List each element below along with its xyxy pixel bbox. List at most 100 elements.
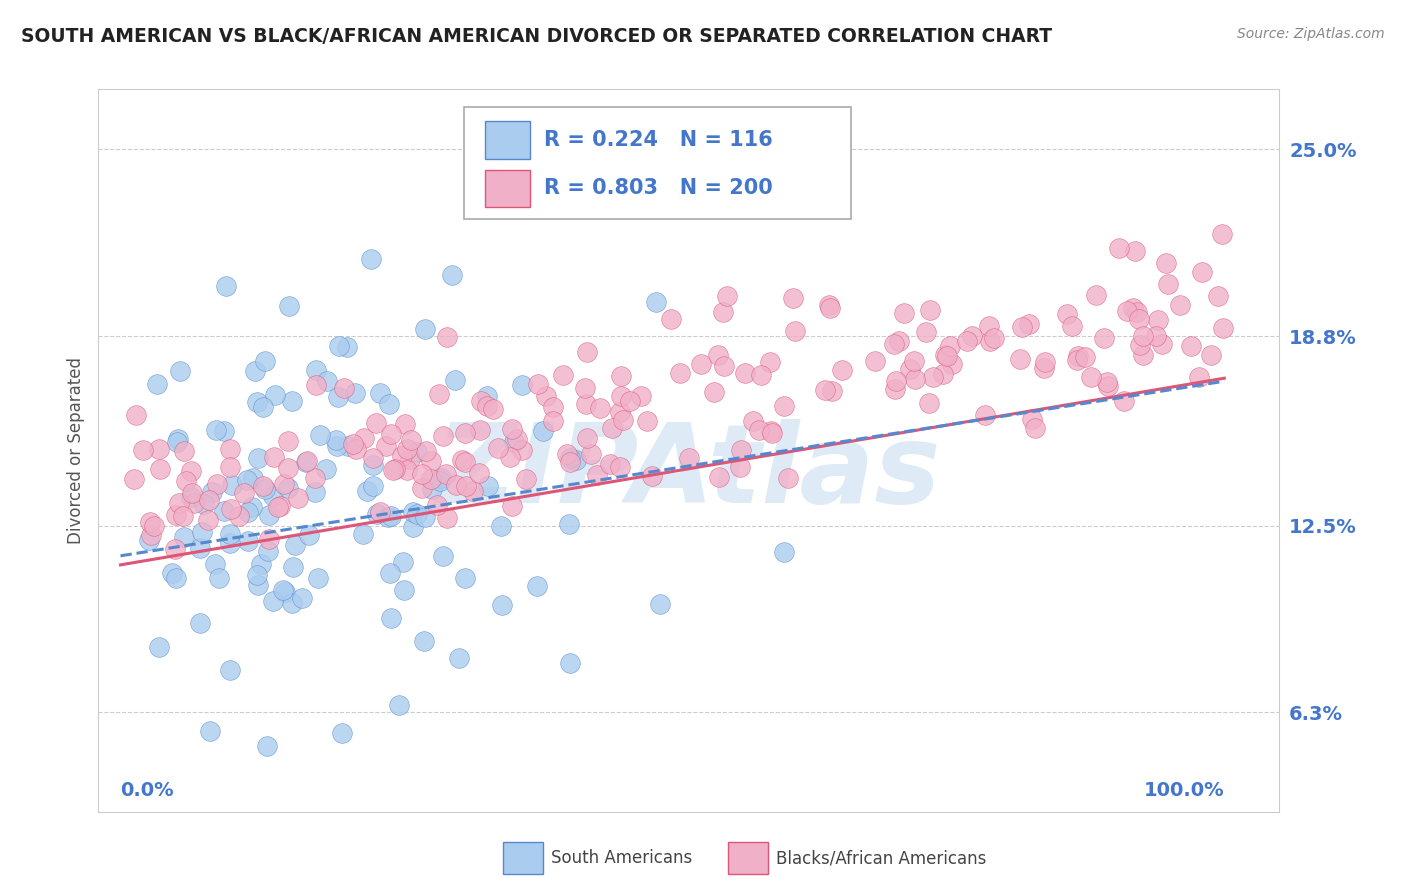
Point [1095, 375, 1118, 389]
Point [173, 444, 195, 458]
Point [356, 483, 378, 498]
Point [380, 611, 402, 625]
Point [865, 353, 887, 368]
Point [394, 417, 416, 431]
Point [470, 394, 492, 409]
Point [560, 656, 582, 670]
Point [374, 439, 396, 453]
Point [325, 433, 347, 447]
Point [612, 413, 634, 427]
Point [326, 439, 349, 453]
Point [707, 470, 730, 484]
Point [219, 460, 242, 475]
Y-axis label: Divorced or Separated: Divorced or Separated [66, 357, 84, 544]
Point [432, 428, 454, 442]
Point [330, 725, 353, 739]
Point [1188, 370, 1211, 384]
Point [749, 368, 772, 383]
Text: R = 0.803   N = 200: R = 0.803 N = 200 [544, 178, 773, 198]
Point [183, 496, 205, 510]
Point [228, 509, 250, 524]
Point [419, 472, 441, 486]
Point [284, 538, 307, 552]
Point [380, 427, 402, 442]
Point [1168, 298, 1191, 312]
Point [204, 557, 226, 571]
Point [934, 348, 956, 362]
Point [307, 570, 329, 584]
Point [773, 545, 796, 559]
Point [315, 374, 337, 388]
Point [398, 451, 420, 466]
Point [246, 568, 269, 582]
Point [884, 374, 907, 388]
Point [344, 442, 367, 457]
Point [527, 377, 550, 392]
Point [690, 357, 713, 371]
Point [263, 450, 285, 464]
Point [581, 447, 603, 461]
Point [1129, 337, 1152, 351]
Point [443, 373, 465, 387]
Point [576, 431, 599, 445]
Point [713, 359, 735, 373]
Point [273, 585, 295, 599]
Point [1066, 352, 1088, 367]
Point [1024, 421, 1046, 435]
Point [364, 416, 387, 430]
Point [644, 294, 666, 309]
Point [1211, 227, 1233, 241]
Point [918, 303, 941, 318]
Point [287, 491, 309, 505]
Point [165, 508, 187, 523]
Point [776, 471, 799, 485]
Point [600, 421, 623, 435]
Point [180, 464, 202, 478]
Point [382, 462, 405, 476]
Point [215, 279, 238, 293]
Point [1010, 351, 1032, 366]
Point [432, 549, 454, 564]
Point [446, 478, 468, 492]
Point [1092, 331, 1115, 345]
Point [818, 301, 841, 315]
Point [558, 454, 581, 468]
Point [148, 640, 170, 654]
Point [759, 424, 782, 438]
Point [242, 500, 264, 514]
Point [167, 496, 190, 510]
Point [659, 312, 682, 326]
Point [1056, 307, 1078, 321]
Point [406, 507, 429, 521]
Point [378, 396, 401, 410]
Point [188, 616, 211, 631]
Point [180, 491, 202, 505]
Point [451, 453, 474, 467]
Point [730, 443, 752, 458]
Point [575, 397, 598, 411]
Point [1097, 379, 1119, 393]
Point [932, 367, 955, 381]
Point [783, 324, 806, 338]
Point [565, 453, 588, 467]
Point [413, 510, 436, 524]
Point [253, 483, 276, 497]
Point [304, 363, 326, 377]
Point [238, 505, 260, 519]
Point [169, 364, 191, 378]
Point [636, 414, 658, 428]
Point [392, 555, 415, 569]
Point [761, 426, 783, 441]
Point [541, 400, 564, 414]
Point [1033, 361, 1056, 376]
Point [772, 399, 794, 413]
Point [477, 388, 499, 402]
Point [315, 462, 337, 476]
Point [434, 467, 457, 481]
Point [257, 544, 280, 558]
Point [353, 431, 375, 445]
Point [252, 478, 274, 492]
Point [208, 571, 231, 585]
Point [141, 528, 163, 542]
Point [703, 385, 725, 400]
